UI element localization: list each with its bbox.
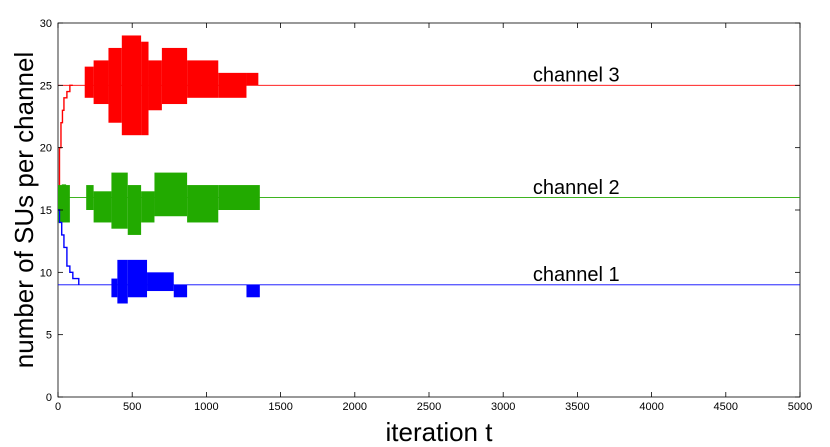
series-layer — [58, 35, 800, 304]
series-fluctuation-band — [246, 284, 260, 298]
x-tick-label: 5000 — [788, 401, 812, 413]
y-tick-label: 5 — [46, 330, 52, 342]
y-axis-label: number of SUs per channel — [9, 52, 39, 369]
x-tick-label: 2500 — [417, 401, 441, 413]
x-tick-label: 500 — [123, 401, 141, 413]
series-fluctuation-band — [86, 185, 94, 210]
series-fluctuation-band — [111, 278, 118, 298]
series-label: channel 2 — [533, 177, 620, 199]
x-axis-label: iteration t — [386, 417, 494, 447]
series-initial-path — [58, 209, 80, 285]
series-label: channel 1 — [533, 264, 620, 286]
series-fluctuation-band — [246, 72, 259, 86]
y-tick-label: 30 — [40, 18, 52, 30]
series-label: channel 3 — [533, 65, 620, 87]
series-fluctuation-band — [161, 47, 188, 105]
x-tick-label: 4000 — [639, 401, 663, 413]
series-fluctuation-band — [187, 60, 219, 98]
x-tick-label: 4500 — [714, 401, 738, 413]
x-tick-label: 3000 — [491, 401, 515, 413]
y-tick-label: 0 — [46, 392, 52, 404]
series-fluctuation-band — [187, 185, 219, 223]
series-fluctuation-band — [127, 185, 142, 235]
x-tick-label: 1000 — [194, 401, 218, 413]
y-tick-label: 25 — [40, 80, 52, 92]
series-fluctuation-band — [108, 47, 122, 123]
series-fluctuation-band — [148, 60, 162, 111]
y-axis: 0 5 10 15 20 25 30 — [40, 18, 800, 404]
y-tick-label: 20 — [40, 143, 52, 155]
series-2 — [58, 172, 800, 235]
series-fluctuation-band — [93, 191, 112, 223]
series-fluctuation-band — [141, 41, 149, 136]
y-tick-label: 15 — [40, 205, 52, 217]
series-fluctuation-band — [93, 60, 109, 105]
series-fluctuation-band — [218, 72, 247, 98]
series-1 — [58, 35, 800, 211]
series-fluctuation-band — [127, 259, 148, 298]
x-tick-label: 1500 — [268, 401, 292, 413]
x-tick-label: 0 — [55, 401, 61, 413]
series-fluctuation-band — [84, 66, 94, 98]
y-tick-label: 10 — [40, 267, 52, 279]
series-fluctuation-band — [218, 185, 260, 210]
series-3 — [58, 209, 800, 304]
series-fluctuation-band — [117, 259, 128, 304]
series-fluctuation-band — [141, 191, 155, 223]
series-fluctuation-band — [58, 185, 70, 223]
series-fluctuation-band — [111, 172, 128, 229]
x-tick-label: 3500 — [565, 401, 589, 413]
x-axis: 0 500 1000 1500 2000 2500 3000 3500 4000 4500 5000 — [55, 23, 812, 413]
series-labels: channel 3 channel 2 channel 1 — [533, 65, 620, 286]
series-fluctuation-band — [147, 272, 174, 292]
series-fluctuation-band — [121, 35, 142, 136]
x-tick-label: 2000 — [343, 401, 367, 413]
series-fluctuation-band — [173, 284, 188, 298]
series-fluctuation-band — [154, 172, 188, 217]
